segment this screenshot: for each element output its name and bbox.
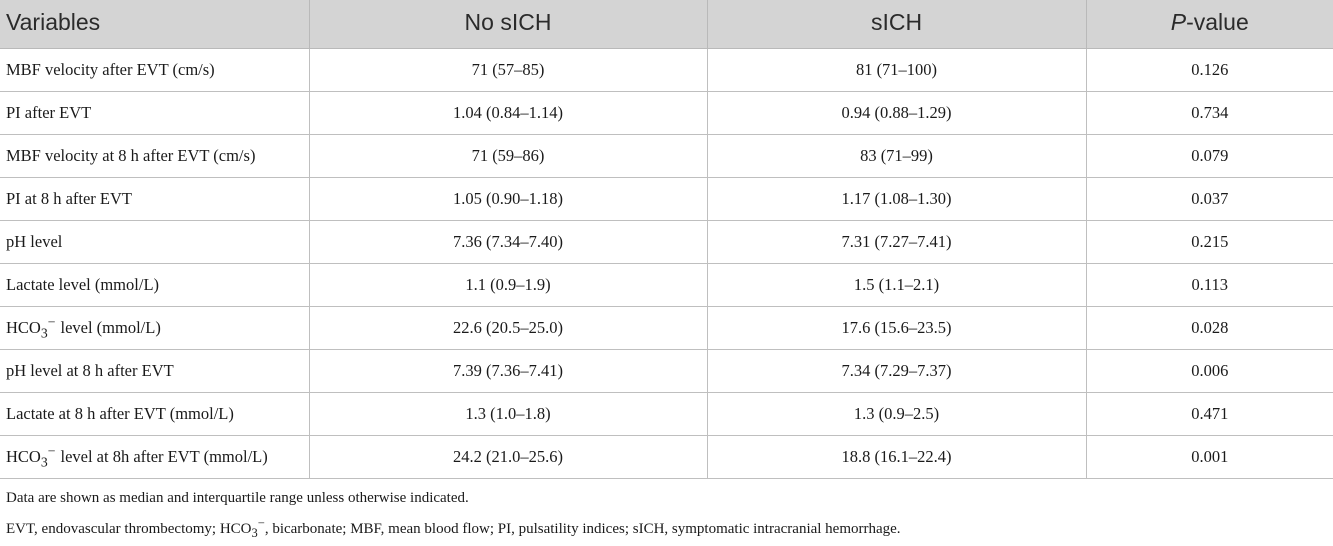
table-footnotes: Data are shown as median and interquarti… <box>6 486 901 546</box>
table-row: HCO3− level at 8h after EVT (mmol/L) 24.2 … <box>0 435 1333 479</box>
table-row: pH level at 8 h after EVT 7.39 (7.36–7.41… <box>0 349 1333 393</box>
cell-p-value: 0.734 <box>1086 91 1333 135</box>
cell-p-value: 0.001 <box>1086 435 1333 479</box>
formula-subscript: 3 <box>40 324 48 340</box>
cell-no-sich: 1.1 (0.9–1.9) <box>309 263 708 307</box>
cell-variable: MBF velocity after EVT (cm/s) <box>0 48 310 92</box>
cell-p-value: 0.037 <box>1086 177 1333 221</box>
cell-sich: 0.94 (0.88–1.29) <box>707 91 1087 135</box>
table-row: MBF velocity after EVT (cm/s) 71 (57–85) 8… <box>0 48 1333 92</box>
table-row: Lactate level (mmol/L) 1.1 (0.9–1.9) 1.5 (… <box>0 263 1333 307</box>
cell-variable: PI at 8 h after EVT <box>0 177 310 221</box>
table-row: HCO3− level (mmol/L) 22.6 (20.5–25.0) 17.6 … <box>0 306 1333 350</box>
cell-no-sich: 1.04 (0.84–1.14) <box>309 91 708 135</box>
formula-superscript: − <box>47 443 56 459</box>
cell-p-value: 0.215 <box>1086 220 1333 264</box>
cell-sich: 81 (71–100) <box>707 48 1087 92</box>
bicarbonate-formula: HCO3− <box>6 443 55 469</box>
table-body: MBF velocity after EVT (cm/s) 71 (57–85) 8… <box>0 48 1333 479</box>
cell-variable: HCO3− level (mmol/L) <box>0 306 310 350</box>
header-sich: sICH <box>707 0 1087 49</box>
footnote-line-2: EVT, endovascular thrombectomy; HCO3−, b… <box>6 511 901 546</box>
header-p-suffix: -value <box>1186 9 1249 36</box>
footnote-suffix: , bicarbonate; MBF, mean blood flow; PI,… <box>264 521 901 537</box>
cell-sich: 83 (71–99) <box>707 134 1087 178</box>
cell-sich: 1.3 (0.9–2.5) <box>707 392 1087 436</box>
cell-sich: 7.31 (7.27–7.41) <box>707 220 1087 264</box>
bicarbonate-formula: HCO3− <box>6 314 55 340</box>
table-row: PI after EVT 1.04 (0.84–1.14) 0.94 (0.88–1… <box>0 91 1333 135</box>
cell-p-value: 0.079 <box>1086 134 1333 178</box>
cell-p-value: 0.113 <box>1086 263 1333 307</box>
formula-base: HCO <box>219 521 252 537</box>
results-table: Variables No sICH sICH P-value MBF veloc… <box>0 0 1333 479</box>
formula-base: HCO <box>6 317 41 337</box>
cell-no-sich: 22.6 (20.5–25.0) <box>309 306 708 350</box>
bicarbonate-formula: HCO3− <box>219 516 265 540</box>
formula-superscript: − <box>47 314 56 330</box>
footnote-prefix: EVT, endovascular thrombectomy; <box>6 521 220 537</box>
cell-sich: 1.17 (1.08–1.30) <box>707 177 1087 221</box>
cell-variable: Lactate at 8 h after EVT (mmol/L) <box>0 392 310 436</box>
cell-sich: 17.6 (15.6–23.5) <box>707 306 1087 350</box>
formula-base: HCO <box>6 446 41 466</box>
cell-p-value: 0.028 <box>1086 306 1333 350</box>
cell-variable: HCO3− level at 8h after EVT (mmol/L) <box>0 435 310 479</box>
header-variables: Variables <box>0 0 310 49</box>
cell-variable: pH level at 8 h after EVT <box>0 349 310 393</box>
cell-no-sich: 24.2 (21.0–25.6) <box>309 435 708 479</box>
header-p-italic: P <box>1170 9 1187 36</box>
cell-no-sich: 1.3 (1.0–1.8) <box>309 392 708 436</box>
cell-variable: MBF velocity at 8 h after EVT (cm/s) <box>0 134 310 178</box>
variable-label: level at 8h after EVT (mmol/L) <box>60 446 268 466</box>
cell-p-value: 0.471 <box>1086 392 1333 436</box>
cell-sich: 7.34 (7.29–7.37) <box>707 349 1087 393</box>
formula-subscript: 3 <box>40 453 48 469</box>
formula-superscript: − <box>257 516 265 530</box>
table-header: Variables No sICH sICH P-value <box>0 0 1333 49</box>
cell-sich: 18.8 (16.1–22.4) <box>707 435 1087 479</box>
header-no-sich: No sICH <box>309 0 708 49</box>
table-row: MBF velocity at 8 h after EVT (cm/s) 71 (… <box>0 134 1333 178</box>
table-row: pH level 7.36 (7.34–7.40) 7.31 (7.27–7.41)… <box>0 220 1333 264</box>
cell-no-sich: 7.39 (7.36–7.41) <box>309 349 708 393</box>
cell-p-value: 0.126 <box>1086 48 1333 92</box>
header-p-value: P-value <box>1086 0 1333 49</box>
table-row: Lactate at 8 h after EVT (mmol/L) 1.3 (1.… <box>0 392 1333 436</box>
cell-variable: Lactate level (mmol/L) <box>0 263 310 307</box>
cell-variable: PI after EVT <box>0 91 310 135</box>
cell-variable: pH level <box>0 220 310 264</box>
cell-p-value: 0.006 <box>1086 349 1333 393</box>
header-row: Variables No sICH sICH P-value <box>0 0 1333 49</box>
cell-sich: 1.5 (1.1–2.1) <box>707 263 1087 307</box>
formula-subscript: 3 <box>251 526 258 540</box>
cell-no-sich: 1.05 (0.90–1.18) <box>309 177 708 221</box>
cell-no-sich: 71 (57–85) <box>309 48 708 92</box>
cell-no-sich: 7.36 (7.34–7.40) <box>309 220 708 264</box>
variable-label: level (mmol/L) <box>60 317 161 337</box>
footnote-line-1: Data are shown as median and interquarti… <box>6 490 469 506</box>
cell-no-sich: 71 (59–86) <box>309 134 708 178</box>
table-row: PI at 8 h after EVT 1.05 (0.90–1.18) 1.17 … <box>0 177 1333 221</box>
